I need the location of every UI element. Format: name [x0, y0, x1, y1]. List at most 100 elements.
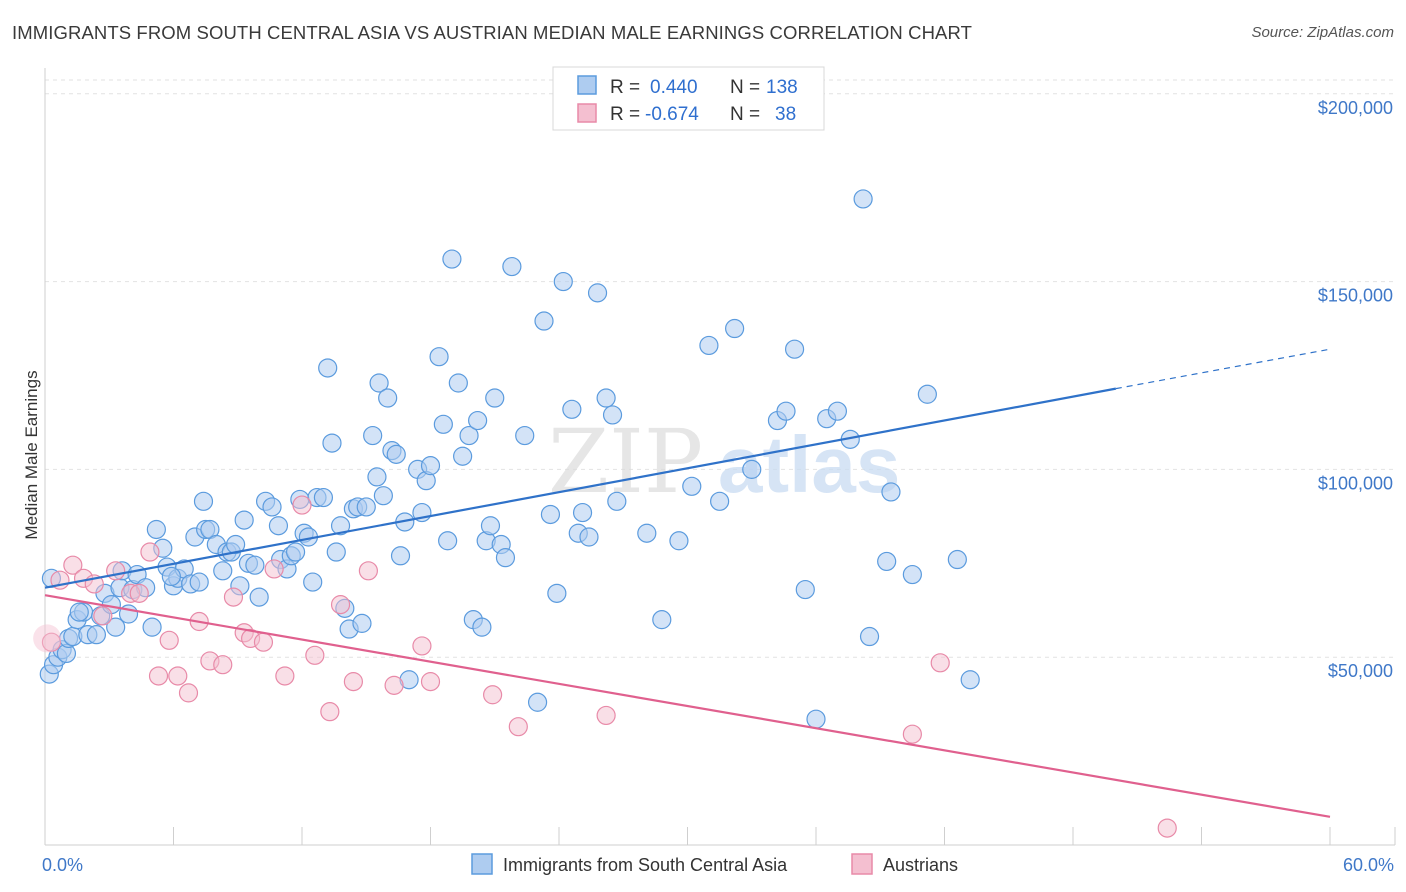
point-austrians-21 [264, 559, 284, 579]
point-immigrants-100 [540, 504, 561, 525]
point-austrians-2 [63, 555, 83, 575]
point-immigrants-93 [485, 388, 505, 408]
point-immigrants-82 [433, 414, 453, 434]
point-austrians-37 [1157, 818, 1177, 838]
point-immigrants-58 [322, 433, 342, 453]
point-austrians-8 [129, 583, 149, 603]
point-immigrants-30 [189, 572, 209, 592]
point-austrians-11 [159, 630, 179, 650]
x-tick-label-1: 60.0% [1343, 855, 1394, 875]
legend-r-label-1: R = [610, 77, 640, 98]
point-immigrants-40 [234, 510, 254, 530]
point-immigrants-14 [106, 617, 126, 637]
point-immigrants-103 [562, 399, 582, 419]
point-immigrants-70 [373, 486, 393, 506]
point-immigrants-127 [853, 189, 873, 209]
point-immigrants-54 [303, 572, 323, 592]
point-immigrants-22 [146, 519, 166, 540]
axes [44, 68, 1396, 846]
point-immigrants-73 [386, 444, 406, 464]
point-immigrants-132 [917, 384, 937, 404]
point-immigrants-116 [710, 491, 730, 511]
watermark-zip: ZIP [548, 410, 703, 513]
y-tick-label-3: $200,000 [1318, 98, 1393, 118]
point-austrians-23 [292, 495, 312, 515]
point-immigrants-131 [902, 564, 922, 585]
point-immigrants-120 [776, 401, 796, 421]
point-immigrants-98 [527, 692, 548, 712]
legend-r-value-2: -0.674 [645, 104, 699, 125]
point-austrians-6 [106, 561, 126, 581]
point-immigrants-21 [142, 617, 162, 637]
point-immigrants-84 [442, 249, 462, 269]
point-austrians-26 [330, 595, 351, 615]
point-austrians-16 [213, 655, 233, 675]
y-tick-labels: $50,000 $100,000 $150,000 $200,000 [1318, 98, 1393, 681]
x-tick-labels: 0.0% 60.0% [42, 855, 1394, 875]
point-immigrants-56 [313, 487, 334, 508]
point-immigrants-121 [784, 339, 805, 359]
bottom-legend-swatch-blue [471, 853, 493, 875]
point-immigrants-108 [596, 388, 616, 408]
legend-swatch-blue [577, 75, 597, 95]
point-austrians-9 [140, 542, 160, 562]
point-austrians-34 [596, 705, 616, 726]
point-austrians-25 [320, 702, 340, 722]
point-immigrants-106 [579, 527, 599, 547]
series-austrians-points [33, 495, 1177, 838]
point-austrians-0 [41, 632, 62, 652]
point-immigrants-99 [534, 311, 554, 331]
point-immigrants-57 [318, 358, 338, 378]
point-immigrants-128 [859, 626, 880, 647]
point-immigrants-114 [682, 476, 702, 496]
point-immigrants-74 [390, 546, 411, 566]
y-tick-label-1: $100,000 [1318, 473, 1393, 493]
point-immigrants-113 [669, 531, 689, 551]
point-austrians-20 [253, 632, 274, 652]
point-immigrants-59 [326, 542, 346, 562]
y-axis-label: Median Male Earnings [22, 370, 41, 539]
x-tick-label-0: 0.0% [42, 855, 83, 875]
point-austrians-32 [483, 685, 503, 705]
point-immigrants-115 [699, 335, 719, 356]
stats-legend: R = 0.440 N = 138 R = -0.674 N = 38 [552, 66, 825, 131]
point-immigrants-130 [881, 482, 901, 502]
trend-line-austrians [44, 594, 1331, 818]
point-immigrants-83 [438, 531, 458, 551]
point-immigrants-101 [547, 583, 567, 603]
point-immigrants-38 [226, 534, 246, 555]
point-immigrants-105 [572, 502, 593, 523]
point-immigrants-92 [480, 516, 501, 536]
point-immigrants-45 [262, 497, 282, 517]
point-immigrants-86 [453, 446, 473, 466]
point-immigrants-71 [378, 388, 398, 408]
point-immigrants-87 [459, 425, 479, 446]
point-immigrants-89 [468, 410, 488, 431]
point-austrians-5 [93, 606, 113, 626]
point-immigrants-125 [827, 401, 848, 421]
point-austrians-17 [223, 587, 244, 607]
point-immigrants-107 [587, 283, 608, 303]
point-austrians-33 [508, 717, 528, 737]
point-immigrants-129 [877, 551, 897, 572]
point-immigrants-81 [429, 347, 449, 367]
point-austrians-35 [902, 724, 922, 744]
point-austrians-27 [343, 672, 363, 692]
point-immigrants-137 [161, 566, 181, 587]
point-immigrants-46 [268, 516, 289, 536]
point-immigrants-66 [356, 497, 376, 517]
point-immigrants-97 [515, 425, 535, 446]
point-immigrants-50 [285, 542, 306, 562]
legend-n-label-1: N = [730, 77, 760, 98]
point-immigrants-31 [193, 491, 214, 511]
point-austrians-29 [384, 675, 404, 695]
y-tick-label-2: $150,000 [1318, 286, 1393, 306]
trend-lines [44, 348, 1331, 818]
point-austrians-cluster [33, 624, 62, 653]
point-immigrants-85 [448, 373, 468, 393]
point-immigrants-109 [602, 405, 623, 425]
point-austrians-22 [275, 666, 295, 686]
point-immigrants-35 [213, 561, 233, 581]
legend-r-value-1: 0.440 [650, 77, 698, 98]
